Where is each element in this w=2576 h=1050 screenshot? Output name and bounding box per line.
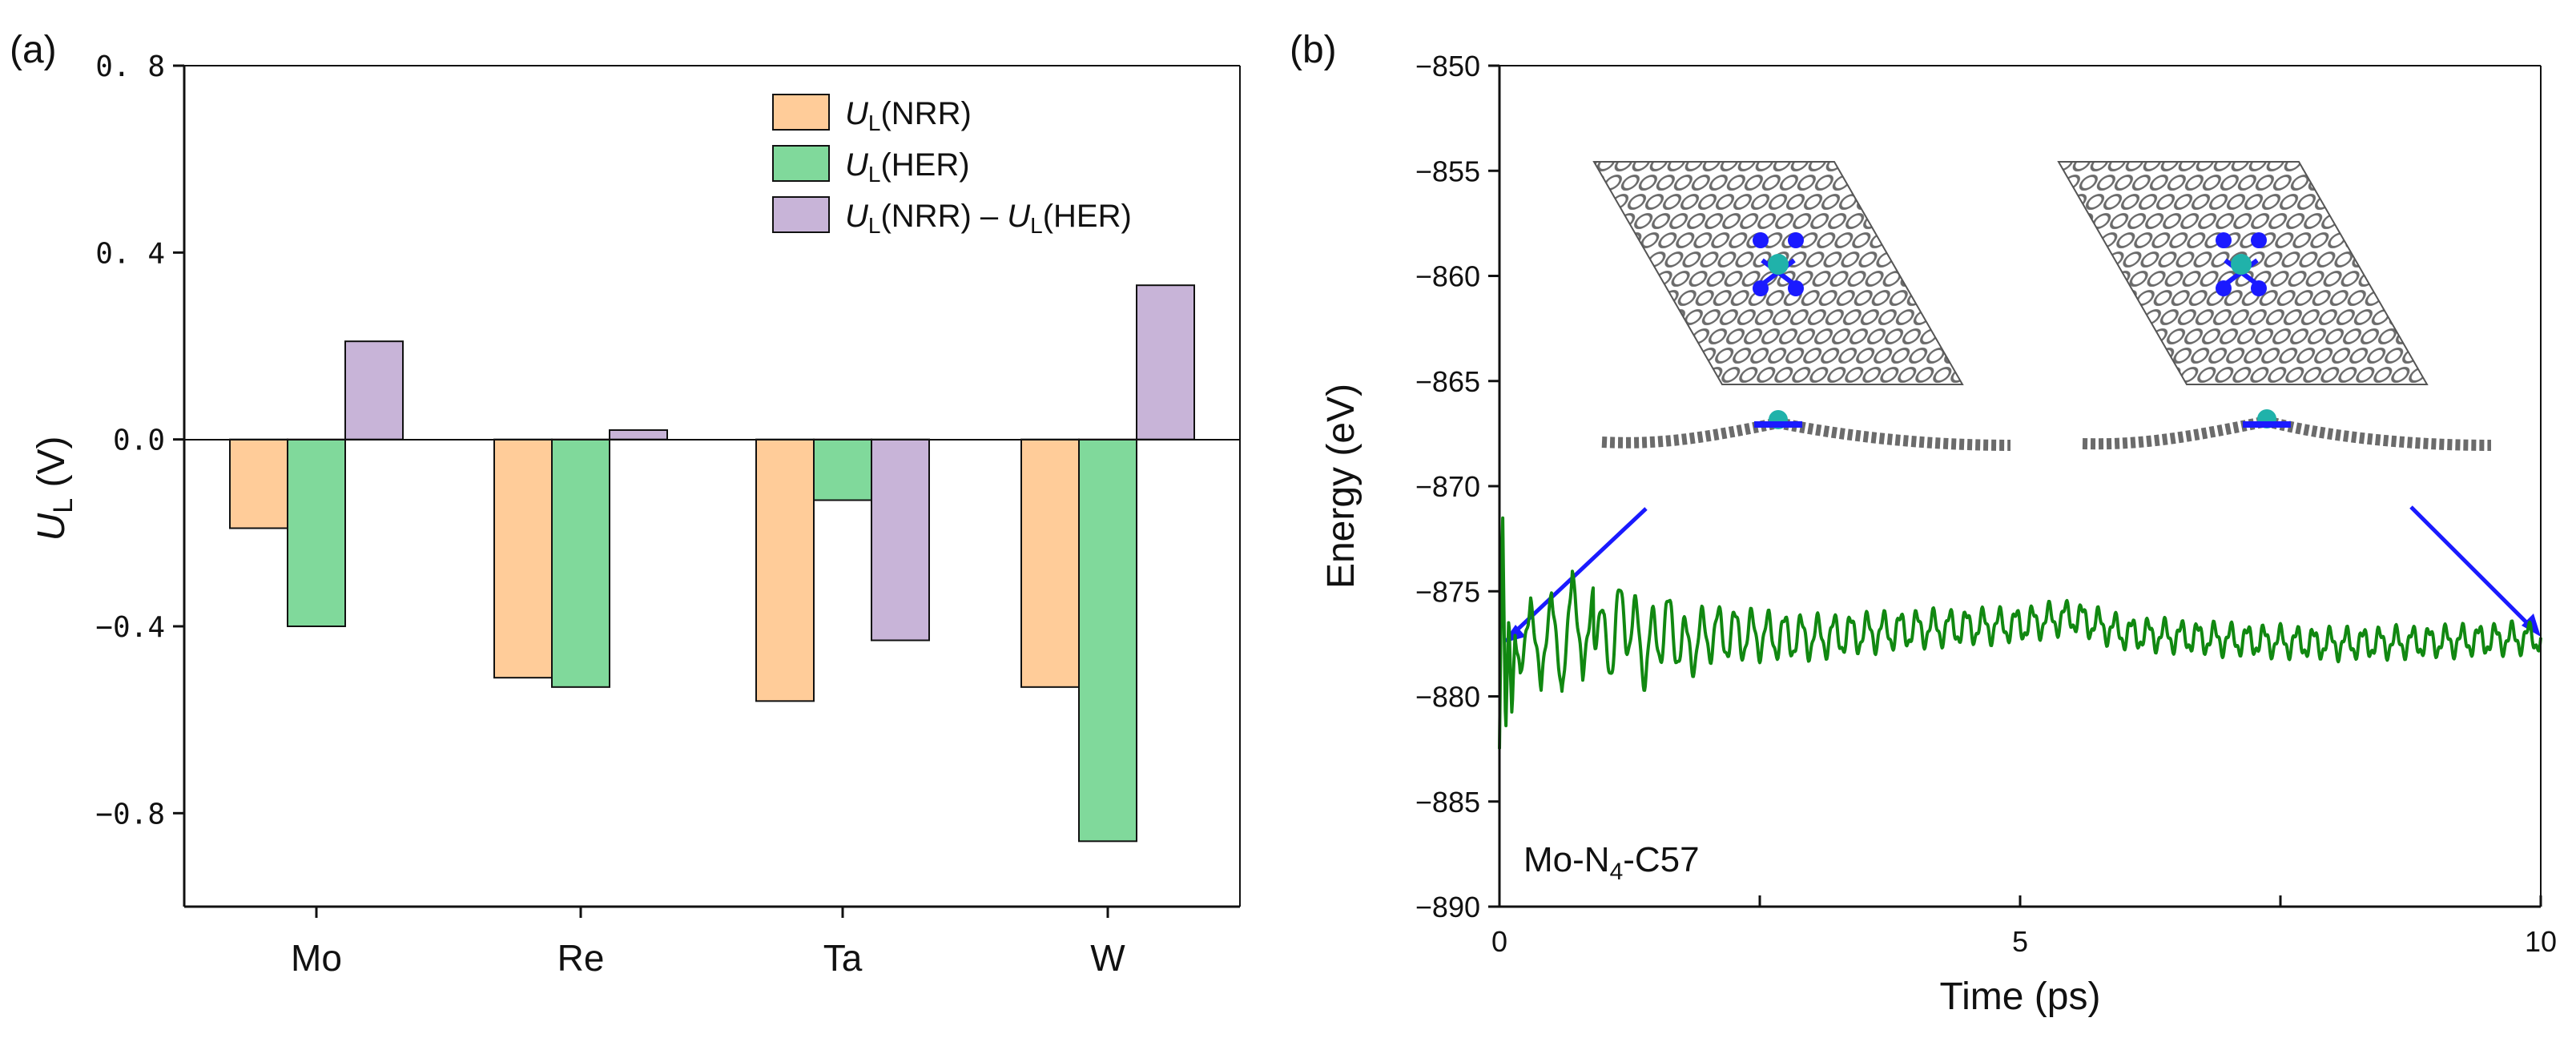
panel-b-xticks: 0 5 10: [1491, 895, 2557, 958]
legend-diff-sub2: L: [1030, 213, 1043, 238]
legend-diff-u2: U: [1007, 199, 1031, 234]
bar-re-series-0: [493, 438, 553, 679]
legend-diff-u1: U: [845, 199, 869, 234]
panel-b-ylabel: Energy (eV): [1320, 384, 1362, 589]
a-ytick-label: 0.0: [113, 424, 165, 457]
panel-a-ylabel: UL (V): [30, 436, 78, 541]
panel-a-label: (a): [10, 29, 57, 71]
legend-swatch-nrr: [772, 94, 830, 131]
bar-ta-series-0: [755, 438, 815, 702]
panel-b-label: (b): [1290, 29, 1337, 71]
legend-diff-rest1: (NRR) –: [880, 199, 1007, 234]
panel-b-xlabel: Time (ps): [1940, 976, 2101, 1018]
legend-diff-rest2: (HER): [1043, 199, 1132, 234]
a-ytick-label: −0.8: [95, 798, 165, 831]
panel-a-bars: [229, 284, 1195, 843]
a-xtick-label: W: [1090, 937, 1125, 979]
legend-her-u: U: [845, 147, 869, 183]
legend-label-diff: UL(NRR) – UL(HER): [845, 199, 1132, 238]
b-ytick-label: −865: [1415, 365, 1480, 398]
legend-diff-sub1: L: [868, 213, 881, 238]
legend-nrr-sub: L: [868, 111, 881, 135]
legend-label-her: UL(HER): [845, 147, 970, 187]
a-ytick-label: 0. 8: [95, 50, 165, 83]
graphene-side-view-left: [1601, 416, 2011, 451]
bar-w-series-1: [1078, 438, 1137, 843]
bar-mo-series-1: [287, 438, 346, 628]
legend-nrr-u: U: [845, 96, 869, 131]
b-ytick-label: −875: [1415, 575, 1480, 608]
b-xtick-label: 10: [2525, 925, 2557, 958]
legend-swatch-her: [772, 145, 830, 182]
panel-b-yticks: −890 −885 −880 −875 −870 −865 −860 −855 −850: [1415, 50, 1499, 923]
annotation-sub: 4: [1610, 859, 1624, 885]
bar-mo-series-0: [229, 438, 288, 529]
panel-b-annotation: Mo-N4-C57: [1523, 840, 1700, 885]
ylabel-sub: L: [48, 498, 78, 513]
ylabel-unit: (V): [30, 436, 73, 498]
b-ytick-label: −885: [1415, 786, 1480, 819]
legend-label-nrr: UL(NRR): [845, 96, 972, 135]
b-ytick-label: −860: [1415, 260, 1480, 293]
structure-inset-right: [2057, 161, 2492, 451]
b-ytick-label: −850: [1415, 50, 1480, 82]
legend-her-rest: (HER): [880, 147, 969, 183]
legend-her-sub: L: [868, 162, 881, 187]
b-ytick-label: −880: [1415, 681, 1480, 714]
a-xtick-label: Mo: [291, 937, 342, 979]
legend-swatch-diff: [772, 196, 830, 233]
b-xtick-label: 0: [1491, 925, 1507, 958]
bar-ta-series-1: [813, 438, 872, 501]
bar-ta-series-2: [871, 438, 930, 642]
bar-w-series-0: [1020, 438, 1080, 688]
legend-nrr-rest: (NRR): [880, 96, 971, 131]
panel-a-legend: UL(NRR) UL(HER) UL(NRR) – UL(HER): [772, 94, 1132, 238]
a-xtick-label: Ta: [823, 937, 863, 979]
bar-re-series-2: [609, 429, 668, 441]
panel-a-yticks: −0.8 −0.4 0.0 0. 4 0. 8: [95, 50, 184, 831]
annotation-rest: -C57: [1623, 840, 1699, 879]
ylabel-u: U: [30, 513, 73, 541]
a-ytick-label: −0.4: [95, 611, 165, 644]
b-xtick-label: 5: [2012, 925, 2028, 958]
structure-inset-left: [1592, 161, 2011, 451]
annotation-main: Mo-N: [1523, 840, 1610, 879]
panel-b: (b): [1290, 29, 2557, 1018]
a-xtick-label: Re: [557, 937, 605, 979]
b-ytick-label: −855: [1415, 155, 1480, 187]
b-ytick-label: −870: [1415, 470, 1480, 503]
mo-n4-site-left: [1753, 232, 1804, 296]
bar-w-series-2: [1136, 284, 1195, 441]
energy-series-line: [1498, 516, 2542, 750]
panel-a-xticks: Mo Re Ta W: [291, 907, 1125, 979]
mo-n4-site-right: [2216, 232, 2267, 296]
b-ytick-label: −890: [1415, 891, 1480, 923]
a-ytick-label: 0. 4: [95, 237, 165, 270]
bar-mo-series-2: [344, 340, 404, 441]
arrow-right: [2409, 505, 2541, 637]
bar-re-series-1: [551, 438, 610, 688]
panel-a: (a) −0.8−0.40.00. 40. 8 Mo Re Ta W UL (V) U…: [10, 29, 1241, 979]
